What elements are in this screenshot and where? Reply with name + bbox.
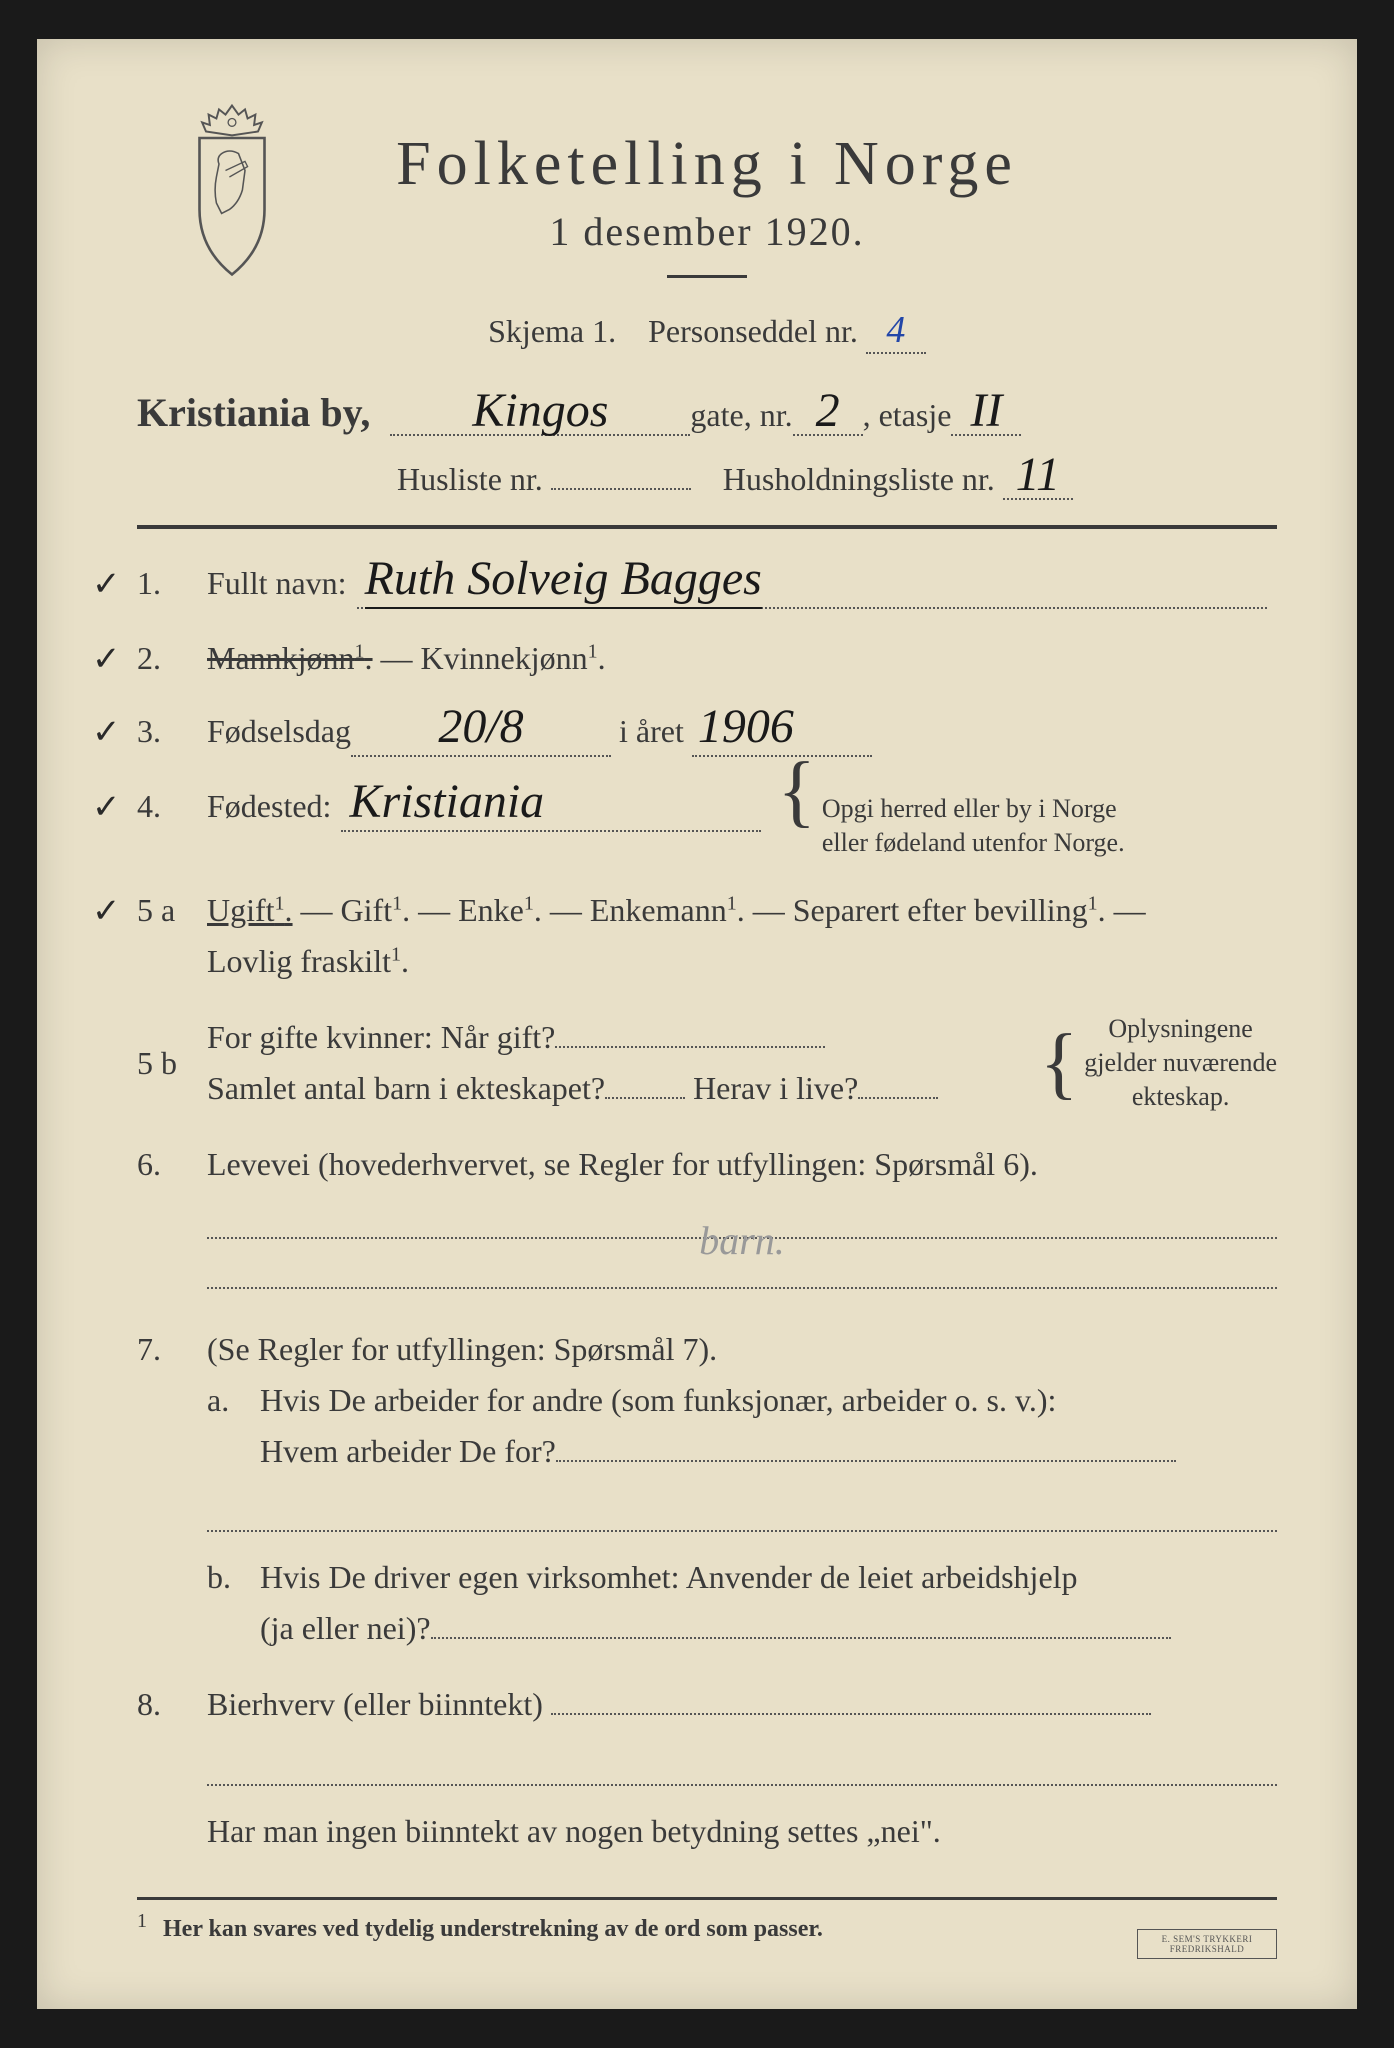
husliste-label: Husliste nr.	[397, 461, 543, 497]
q8-num: 8.	[137, 1679, 207, 1730]
q3-year-label: i året	[619, 707, 684, 755]
etasje-label: , etasje	[863, 397, 952, 434]
norwegian-coat-of-arms-icon	[167, 99, 297, 279]
q5a-ugift: Ugift1.	[207, 892, 293, 928]
q7a-l2: Hvem arbeider De for?	[260, 1433, 556, 1469]
printer-mark: E. SEM'S TRYKKERI FREDRIKSHALD	[1137, 1929, 1277, 1959]
street-name: Kingos	[472, 384, 608, 437]
gate-nr: 2	[816, 384, 840, 437]
q5b-num: 5 b	[137, 1038, 207, 1089]
footnote-num: 1	[137, 1910, 147, 1932]
q4-note: Opgi herred eller by i Norge eller fødel…	[822, 792, 1125, 860]
q1-label: Fullt navn:	[207, 559, 347, 607]
q7a-l1: Hvis De arbeider for andre (som funksjon…	[260, 1382, 1056, 1418]
q6-num: 6.	[137, 1139, 207, 1190]
q4-label: Fødested:	[207, 782, 331, 830]
q5b-l1: For gifte kvinner: Når gift?	[207, 1019, 555, 1055]
hushold-nr: 11	[1016, 448, 1060, 501]
q3-row: ✓ 3. Fødselsdag 20/8 i året 1906	[137, 707, 1277, 757]
q7-header: (Se Regler for utfyllingen: Spørsmål 7).	[207, 1331, 717, 1367]
q5a-gift: Gift1.	[341, 892, 411, 928]
section-divider	[137, 525, 1277, 529]
q8-row: 8. Bierhverv (eller biinntekt) Har man i…	[137, 1679, 1277, 1856]
q5b-note: Oplysningene gjelder nuværende ekteskap.	[1084, 1012, 1277, 1113]
personseddel-nr: 4	[886, 309, 905, 351]
q8-note: Har man ingen biinntekt av nogen betydni…	[207, 1813, 941, 1849]
q5a-enke: Enke1.	[458, 892, 542, 928]
q3-label: Fødselsdag	[207, 707, 351, 755]
q4-num: 4.	[137, 782, 207, 830]
gate-label: gate, nr.	[690, 397, 792, 434]
q7a-label: a.	[207, 1375, 252, 1426]
title-divider	[667, 275, 747, 278]
q1-num: 1.	[137, 559, 207, 607]
birth-year: 1906	[698, 700, 794, 753]
occupation: barn.	[699, 1218, 785, 1263]
q5a-row: ✓ 5 a Ugift1. — Gift1. — Enke1. — Enkema…	[137, 885, 1277, 987]
birth-day: 20/8	[438, 700, 523, 753]
form-date: 1 desember 1920.	[137, 208, 1277, 255]
skjema-label: Skjema 1.	[488, 313, 616, 349]
q8-label: Bierhverv (eller biinntekt)	[207, 1686, 543, 1722]
birthplace: Kristiania	[349, 775, 544, 828]
q5a-num: 5 a	[137, 885, 207, 936]
q5a-enkemann: Enkemann1.	[590, 892, 745, 928]
personseddel-label: Personseddel nr.	[648, 313, 858, 349]
q2-row: ✓ 2. Mannkjønn1. — Kvinnekjønn1.	[137, 634, 1277, 682]
schema-line: Skjema 1. Personseddel nr. 4	[137, 308, 1277, 354]
q5b-l2b: Herav i live?	[693, 1070, 858, 1106]
q4-checkmark-icon: ✓	[92, 782, 121, 833]
q4-row: ✓ 4. Fødested: Kristiania { Opgi herred …	[137, 782, 1277, 860]
header: Folketelling i Norge 1 desember 1920.	[137, 129, 1277, 278]
full-name: Ruth Solveig Bagges	[365, 552, 762, 609]
q2-kvinne: Kvinnekjønn1.	[421, 634, 606, 682]
city-label: Kristiania by,	[137, 389, 370, 436]
q1-row: ✓ 1. Fullt navn: Ruth Solveig Bagges	[137, 559, 1277, 609]
q5a-lovlig: Lovlig fraskilt1.	[207, 943, 409, 979]
q6-row: 6. Levevei (hovederhvervet, se Regler fo…	[137, 1139, 1277, 1288]
q7-num: 7.	[137, 1324, 207, 1375]
q5b-l2a: Samlet antal barn i ekteskapet?	[207, 1070, 605, 1106]
q2-num: 2.	[137, 634, 207, 682]
q1-checkmark-icon: ✓	[92, 559, 121, 610]
q5a-separert: Separert efter bevilling1.	[793, 892, 1106, 928]
census-form-page: Folketelling i Norge 1 desember 1920. Sk…	[37, 39, 1357, 2009]
hushold-label: Husholdningsliste nr.	[723, 461, 995, 497]
q5a-checkmark-icon: ✓	[92, 885, 121, 939]
q5b-row: 5 b For gifte kvinner: Når gift? Samlet …	[137, 1012, 1277, 1114]
q7-row: 7. (Se Regler for utfyllingen: Spørsmål …	[137, 1324, 1277, 1655]
husliste-line: Husliste nr. Husholdningsliste nr. 11	[137, 456, 1277, 500]
q3-num: 3.	[137, 707, 207, 755]
q6-label: Levevei (hovederhvervet, se Regler for u…	[207, 1146, 1038, 1182]
q2-mann: Mannkjønn1.	[207, 634, 373, 682]
q7b-l1: Hvis De driver egen virksomhet: Anvender…	[260, 1559, 1078, 1595]
address-line: Kristiania by, Kingos gate, nr. 2 , etas…	[137, 389, 1277, 436]
q7b-l2: (ja eller nei)?	[260, 1610, 431, 1646]
etasje-value: II	[970, 384, 1002, 437]
form-title: Folketelling i Norge	[137, 129, 1277, 200]
q7b-label: b.	[207, 1552, 252, 1603]
q2-checkmark-icon: ✓	[92, 634, 121, 685]
q3-checkmark-icon: ✓	[92, 707, 121, 758]
footnote-text: Her kan svares ved tydelig understreknin…	[163, 1916, 823, 1942]
footnote: 1 Her kan svares ved tydelig understrekn…	[137, 1900, 1277, 1943]
